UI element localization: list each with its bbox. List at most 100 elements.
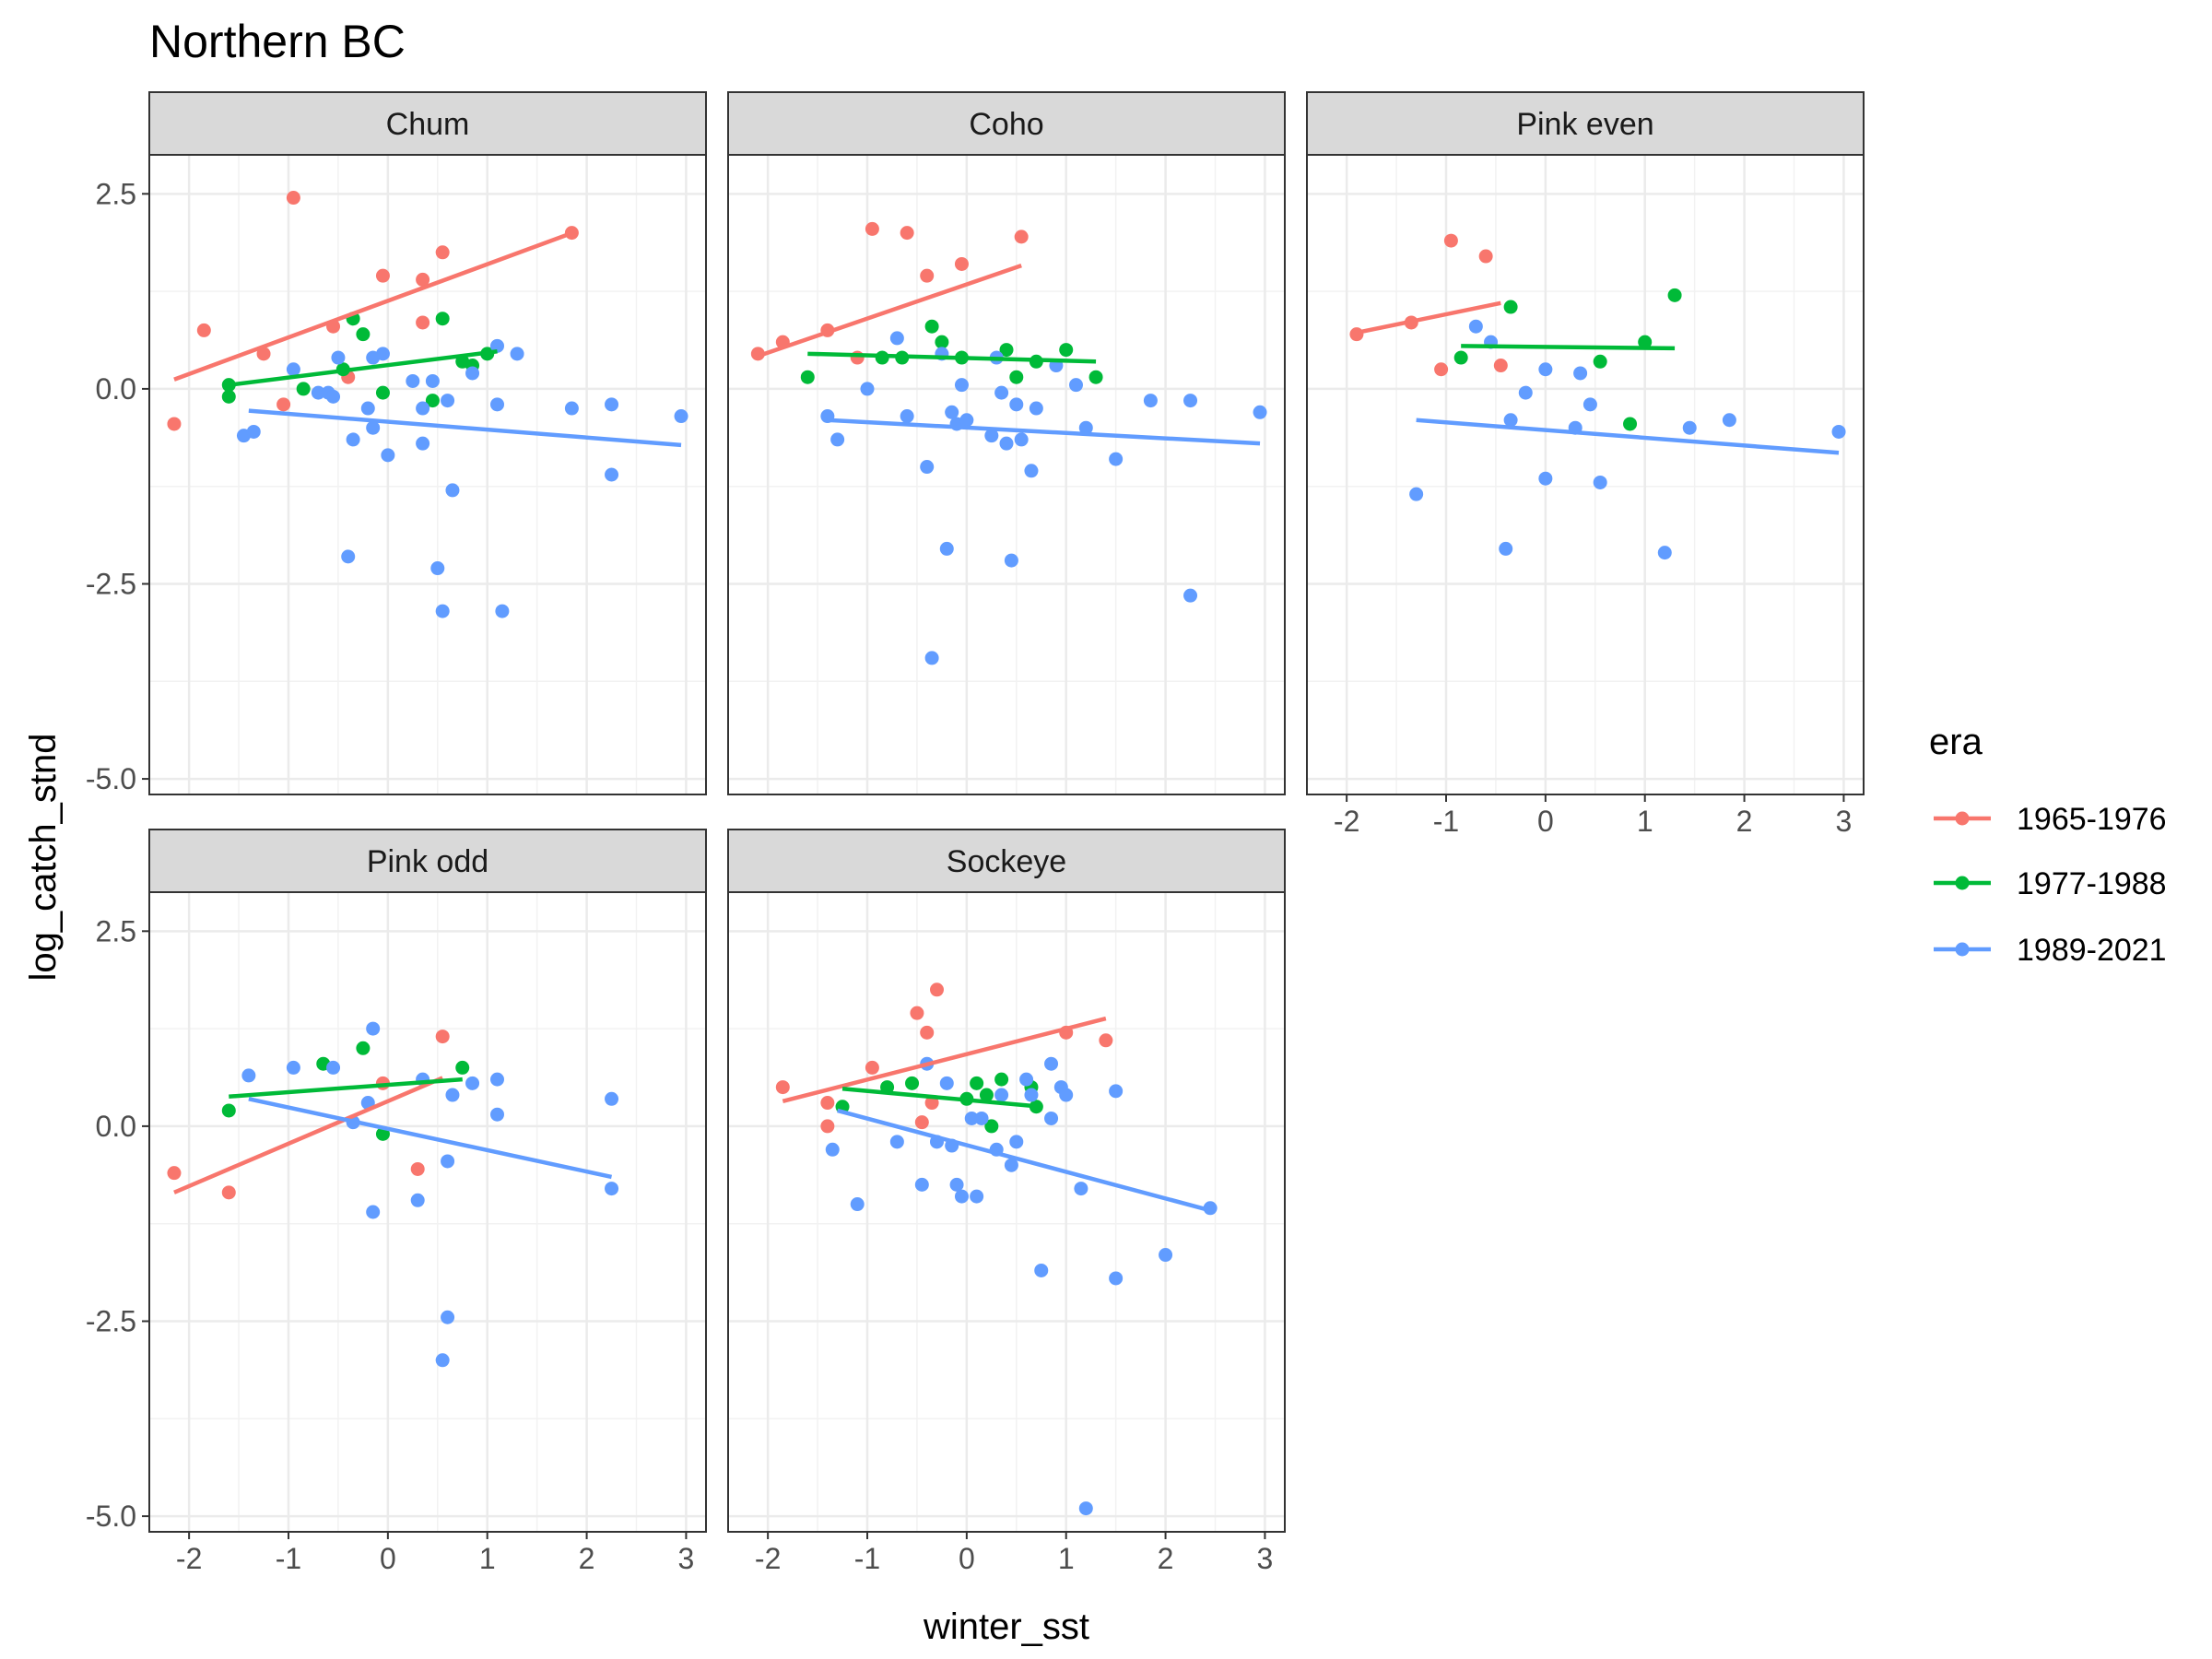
trend-line (841, 1087, 1041, 1109)
facet-strip (727, 91, 1286, 156)
trend-line (1416, 418, 1840, 455)
panel-data (750, 221, 1267, 665)
data-point (1074, 1182, 1088, 1196)
data-point (1183, 588, 1198, 603)
data-point (970, 1189, 984, 1204)
data-point (416, 315, 430, 330)
data-point (825, 1142, 840, 1157)
data-point (167, 417, 182, 431)
data-point (1443, 233, 1458, 248)
data-point (1593, 354, 1607, 369)
data-point (1409, 487, 1424, 501)
trend-line (1356, 300, 1501, 335)
x-tick-label: -2 (755, 1542, 781, 1575)
data-point (1078, 420, 1093, 435)
data-point (994, 385, 1009, 400)
data-point (435, 1353, 450, 1368)
series-1965-1976 (167, 191, 579, 431)
data-point (914, 1115, 929, 1130)
data-point (1499, 541, 1513, 556)
data-point (1029, 401, 1043, 416)
trend-line (757, 264, 1022, 359)
data-point (366, 420, 381, 435)
legend-key-point (1955, 942, 1970, 957)
grid (728, 892, 1285, 1532)
data-point (889, 331, 904, 346)
data-point (1493, 359, 1508, 373)
data-point (1503, 413, 1518, 428)
data-point (889, 1135, 904, 1149)
data-point (974, 1111, 989, 1125)
data-point (1034, 1263, 1049, 1277)
data-point (490, 1107, 504, 1122)
data-point (564, 401, 579, 416)
data-point (366, 1021, 381, 1036)
x-tick-label: 3 (1836, 805, 1853, 838)
data-point (1014, 229, 1029, 244)
x-tick-label: 3 (1257, 1542, 1274, 1575)
x-tick-label: 1 (1637, 805, 1653, 838)
series-1977-1988 (1453, 288, 1682, 431)
panel-border (148, 891, 707, 1533)
data-point (381, 448, 395, 463)
x-tick-label: 1 (1058, 1542, 1075, 1575)
data-point (939, 1076, 954, 1090)
data-point (1593, 475, 1607, 489)
data-point (221, 1185, 236, 1200)
panel-data (1349, 233, 1846, 560)
data-point (441, 1154, 455, 1169)
data-point (850, 1197, 865, 1212)
chart-title: Northern BC (149, 16, 406, 67)
data-point (750, 347, 765, 361)
data-point (326, 1060, 341, 1075)
trend-line (229, 349, 498, 387)
y-tick-label: -2.5 (86, 567, 136, 600)
trend-line (248, 1097, 613, 1180)
y-tick-label: 2.5 (96, 177, 136, 210)
series-1965-1976 (1349, 233, 1508, 377)
data-point (1573, 366, 1588, 381)
data-point (999, 343, 1014, 358)
data-point (1078, 1501, 1093, 1516)
legend-key-point (1955, 876, 1970, 890)
data-point (1014, 432, 1029, 447)
data-point (924, 319, 939, 334)
y-tick-label: 2.5 (96, 914, 136, 947)
data-point (1059, 1088, 1074, 1102)
data-point (905, 1076, 920, 1090)
data-point (920, 460, 935, 475)
data-point (356, 327, 371, 342)
data-point (820, 1096, 835, 1111)
data-point (1019, 1072, 1034, 1087)
y-tick-label: -5.0 (86, 762, 136, 795)
data-point (416, 272, 430, 287)
facet-strip-label: Pink odd (367, 844, 488, 879)
trend-line (173, 229, 578, 382)
data-point (465, 1076, 480, 1090)
data-point (495, 604, 510, 618)
data-point (366, 1205, 381, 1219)
data-point (865, 221, 879, 236)
data-point (954, 378, 969, 393)
data-point (775, 1080, 790, 1095)
data-point (1667, 288, 1682, 302)
data-point (1478, 249, 1493, 264)
legend-label: 1977-1988 (2017, 866, 2167, 901)
trend-line (837, 1108, 1211, 1213)
data-point (490, 338, 504, 353)
y-tick-label: 0.0 (96, 372, 136, 406)
data-point (1503, 300, 1518, 314)
panel-data (167, 191, 688, 618)
facet-strip (727, 829, 1286, 893)
data-point (356, 1041, 371, 1055)
data-point (410, 1193, 425, 1207)
series-1989-2021 (236, 338, 688, 618)
data-point (1099, 1033, 1113, 1048)
data-point (341, 549, 356, 564)
data-point (920, 268, 935, 283)
trend-line (248, 408, 682, 448)
data-point (1004, 1158, 1018, 1172)
x-tick-label: 2 (1158, 1542, 1174, 1575)
data-point (286, 1060, 300, 1075)
